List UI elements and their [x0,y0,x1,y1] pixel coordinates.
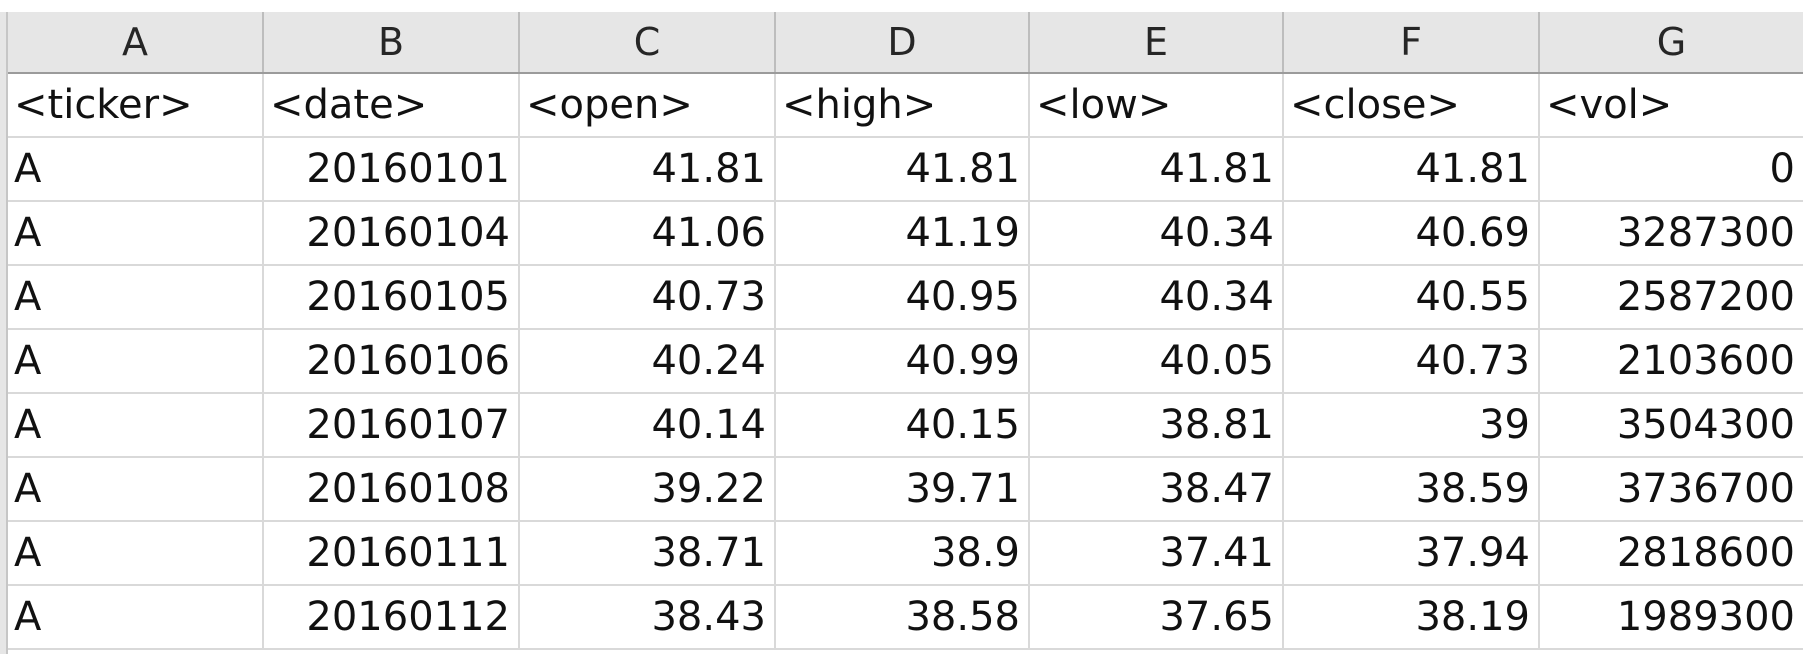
cell-vol[interactable]: 2103600 [1616,338,1795,384]
cell-open[interactable]: 38.43 [520,586,776,648]
cell-vol[interactable]: 1989300 [1616,594,1795,640]
cell-low[interactable]: 40.34 [1030,266,1284,328]
cell-date[interactable]: 20160107 [264,394,520,456]
cell-low[interactable]: 37.41 [1030,522,1284,584]
cell-vol[interactable]: 3287300 [1616,210,1795,256]
cell-close[interactable]: 39 [1284,394,1540,456]
field-header-open[interactable]: <open> [520,74,776,136]
cell-ticker[interactable]: A [8,586,264,648]
table-row: A 20160107 40.14 40.15 38.81 39 3504300 [8,394,1803,458]
cell-date[interactable]: 20160101 [264,138,520,200]
field-header-vol[interactable]: <vol> [1546,82,1673,128]
cell-high[interactable]: 41.81 [776,138,1030,200]
cell-ticker[interactable]: A [8,394,264,456]
cell-high[interactable]: 38.58 [776,586,1030,648]
cell-vol[interactable]: 3736700 [1616,466,1795,512]
cell-open[interactable]: 41.81 [520,138,776,200]
cell-high[interactable]: 40.99 [776,330,1030,392]
table-row: A 20160104 41.06 41.19 40.34 40.69 3287300 [8,202,1803,266]
cell-open[interactable]: 40.14 [520,394,776,456]
cell-close[interactable]: 40.73 [1284,330,1540,392]
field-header-date[interactable]: <date> [264,74,520,136]
cell-date[interactable]: 20160112 [264,586,520,648]
row-header-edge [0,12,8,654]
cell-low[interactable]: 40.05 [1030,330,1284,392]
cell-ticker[interactable]: A [8,202,264,264]
cell-open[interactable]: 40.24 [520,330,776,392]
cell-date[interactable]: 20160104 [264,202,520,264]
table-row: A 20160105 40.73 40.95 40.34 40.55 2587200 [8,266,1803,330]
column-header-row: A B C D E F G [0,12,1803,74]
cell-open[interactable]: 38.71 [520,522,776,584]
cell-ticker[interactable]: A [8,458,264,520]
cell-vol[interactable]: 2818600 [1616,530,1795,576]
table-row: A 20160112 38.43 38.58 37.65 38.19 1989300 [8,586,1803,650]
cell-high[interactable]: 40.15 [776,394,1030,456]
cell-close[interactable]: 37.94 [1284,522,1540,584]
cell-close[interactable]: 38.59 [1284,458,1540,520]
cell-date[interactable]: 20160108 [264,458,520,520]
table-row: A 20160101 41.81 41.81 41.81 41.81 0 [8,138,1803,202]
cell-low[interactable]: 38.47 [1030,458,1284,520]
column-header-c[interactable]: C [520,12,776,72]
cell-high[interactable]: 39.71 [776,458,1030,520]
column-header-f[interactable]: F [1284,12,1540,72]
column-header-b[interactable]: B [264,12,520,72]
cell-date[interactable]: 20160106 [264,330,520,392]
column-header-a[interactable]: A [8,12,264,72]
cell-high[interactable]: 38.9 [776,522,1030,584]
field-header-ticker[interactable]: <ticker> [8,74,264,136]
cell-ticker[interactable]: A [8,330,264,392]
cell-vol[interactable]: 0 [1769,146,1795,192]
cell-date[interactable]: 20160105 [264,266,520,328]
top-strip [0,0,1803,12]
cell-open[interactable]: 41.06 [520,202,776,264]
column-header-e[interactable]: E [1030,12,1284,72]
cell-low[interactable]: 41.81 [1030,138,1284,200]
cell-ticker[interactable]: A [8,266,264,328]
table-row: A 20160108 39.22 39.71 38.47 38.59 3736700 [8,458,1803,522]
cell-close[interactable]: 41.81 [1284,138,1540,200]
cell-high[interactable]: 40.95 [776,266,1030,328]
table-row: A 20160111 38.71 38.9 37.41 37.94 2818600 [8,522,1803,586]
cell-ticker[interactable]: A [8,138,264,200]
column-header-g[interactable]: G [1656,20,1687,64]
column-header-d[interactable]: D [776,12,1030,72]
cell-date[interactable]: 20160111 [264,522,520,584]
cell-close[interactable]: 38.19 [1284,586,1540,648]
field-header-high[interactable]: <high> [776,74,1030,136]
cell-low[interactable]: 37.65 [1030,586,1284,648]
cell-high[interactable]: 41.19 [776,202,1030,264]
cell-open[interactable]: 40.73 [520,266,776,328]
cell-low[interactable]: 40.34 [1030,202,1284,264]
field-header-close[interactable]: <close> [1284,74,1540,136]
cell-vol[interactable]: 3504300 [1616,402,1795,448]
cell-close[interactable]: 40.55 [1284,266,1540,328]
header-fields-row: <ticker> <date> <open> <high> <low> <close> <v… [8,74,1803,138]
cell-close[interactable]: 40.69 [1284,202,1540,264]
table-row: A 20160106 40.24 40.99 40.05 40.73 2103600 [8,330,1803,394]
cell-low[interactable]: 38.81 [1030,394,1284,456]
cell-ticker[interactable]: A [8,522,264,584]
cell-vol[interactable]: 2587200 [1616,274,1795,320]
cell-open[interactable]: 39.22 [520,458,776,520]
field-header-low[interactable]: <low> [1030,74,1284,136]
